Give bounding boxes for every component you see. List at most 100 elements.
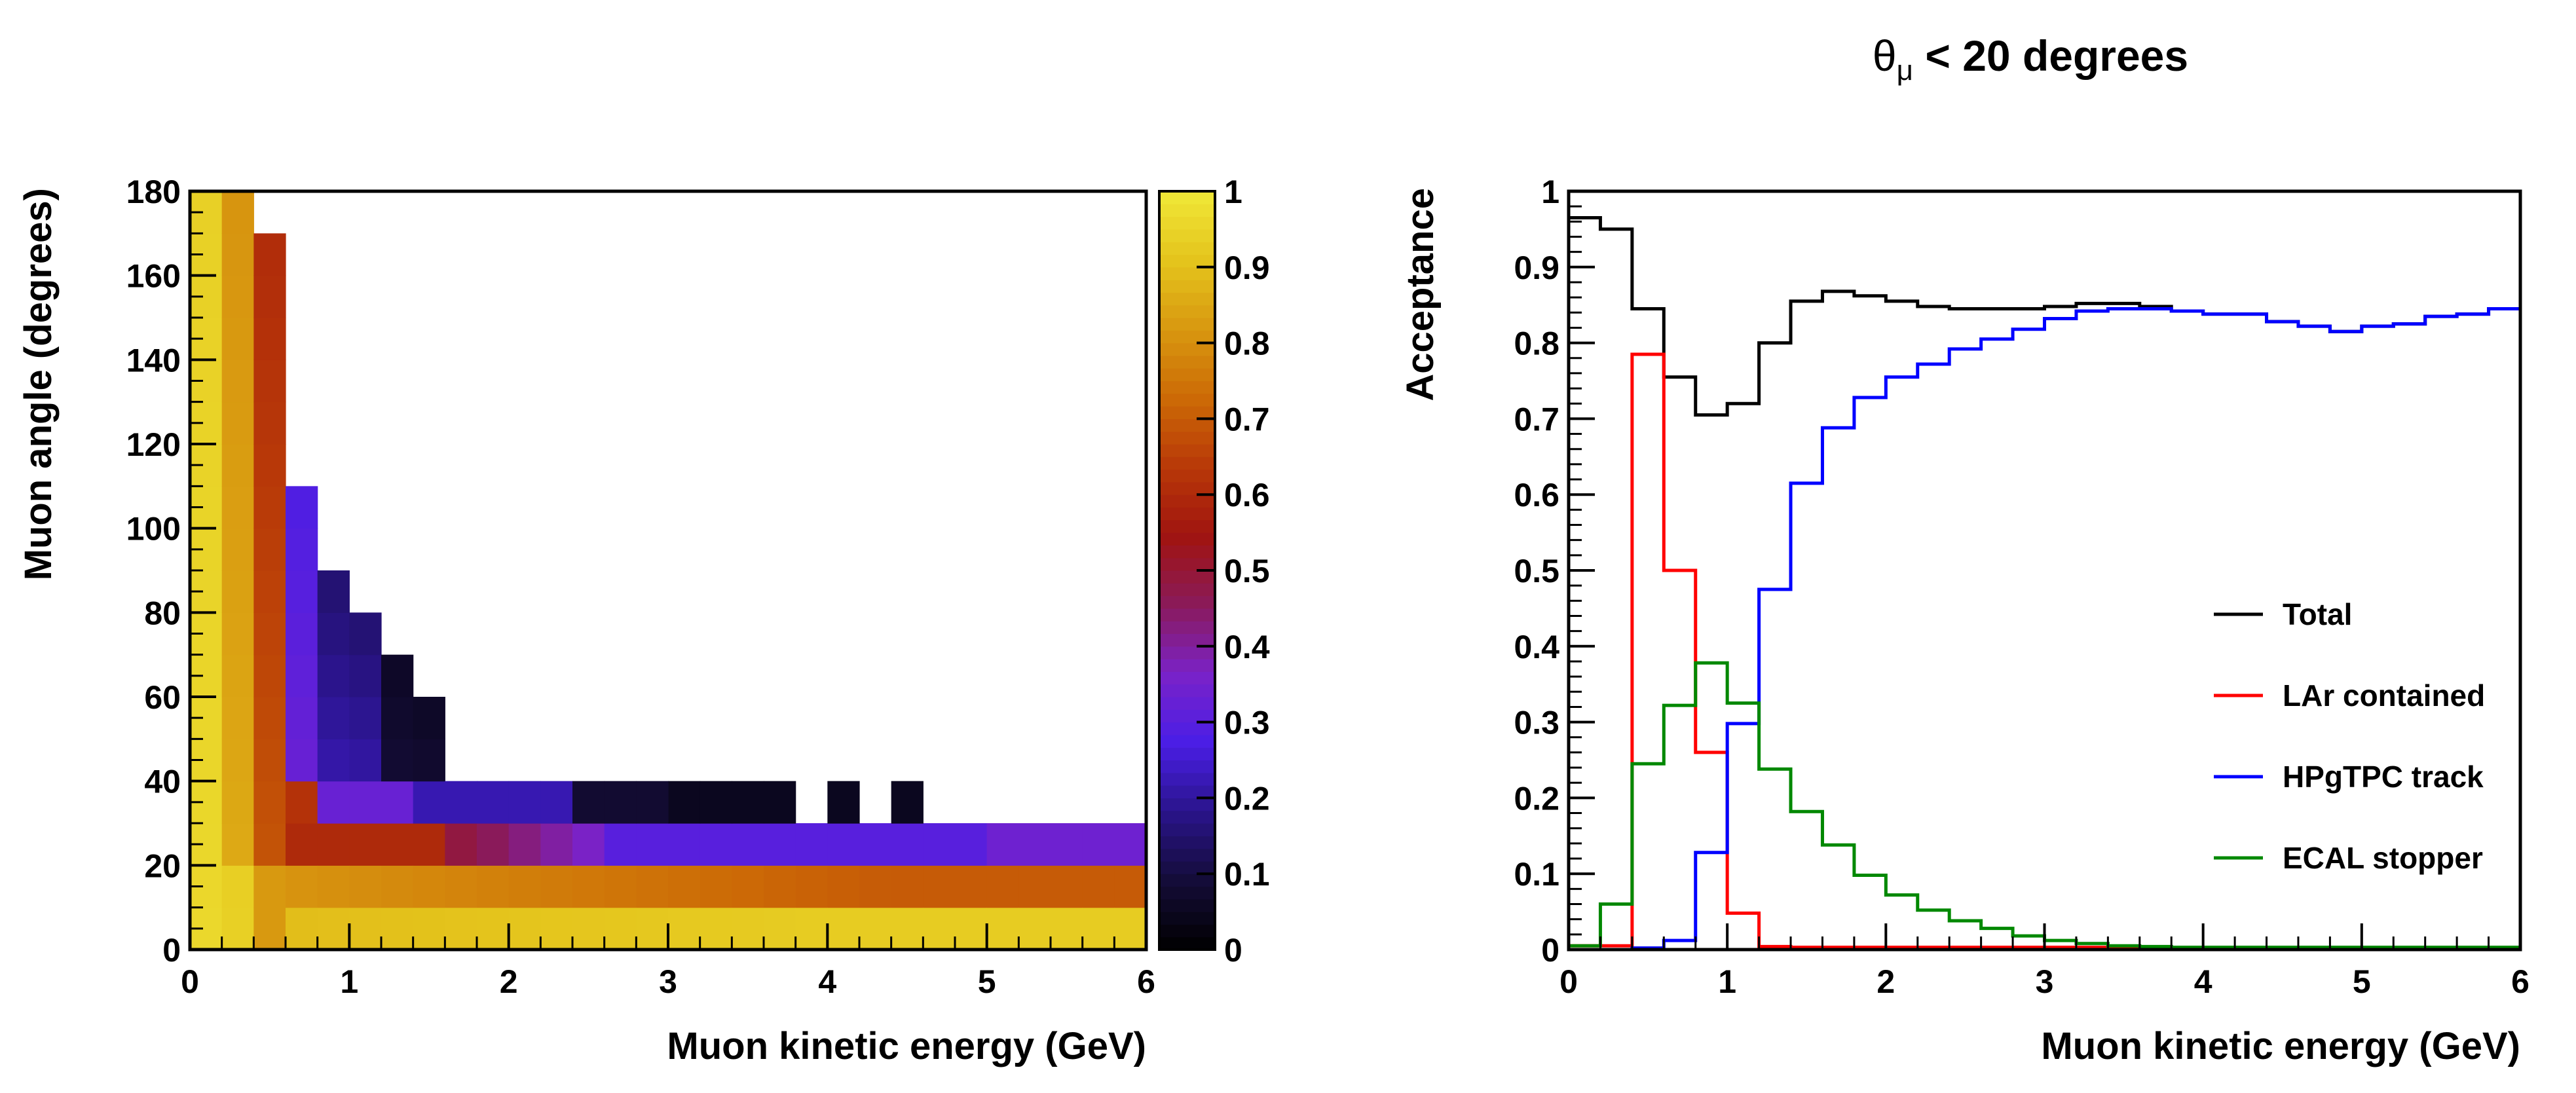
heatmap-cell (668, 781, 701, 824)
y-tick-label: 0 (162, 932, 181, 969)
heatmap-cell (286, 781, 318, 824)
heatmap-cell (253, 654, 286, 697)
heatmap-cell (253, 612, 286, 656)
heatmap-cell (253, 697, 286, 739)
heatmap-y-ticks: 0 20 40 60 80 100 120 140 160 180 (126, 174, 216, 969)
heatmap-cell (413, 907, 445, 950)
heatmap-cell (253, 570, 286, 613)
heatmap-cells (190, 191, 1147, 950)
y-tick-label: 0.6 (1514, 477, 1559, 513)
x-tick-label: 1 (1718, 963, 1736, 1000)
heatmap-cell (508, 865, 541, 908)
heatmap-cell (732, 865, 764, 908)
colorbar-step (1159, 393, 1215, 407)
heatmap-cell (540, 781, 573, 824)
acceptance-legend: Total LAr contained HPgTPC track ECAL stopp… (2214, 597, 2485, 875)
colorbar-step (1159, 431, 1215, 445)
heatmap-cell (253, 233, 286, 276)
y-tick-label: 0.1 (1514, 856, 1559, 893)
colorbar-tick-label: 0.6 (1224, 477, 1270, 513)
colorbar-step (1159, 242, 1215, 255)
colorbar-step (1159, 810, 1215, 824)
title-rest: < 20 degrees (1913, 31, 2188, 80)
heatmap-cell (764, 781, 796, 824)
heatmap-cell (668, 823, 701, 866)
colorbar-step (1159, 785, 1215, 798)
heatmap-cell (349, 739, 382, 782)
heatmap-cell (445, 823, 477, 866)
heatmap-cell (317, 781, 350, 824)
heatmap-cell (859, 907, 892, 950)
colorbar-step (1159, 267, 1215, 280)
heatmap-cell (508, 907, 541, 950)
heatmap-cell (317, 612, 350, 656)
heatmap-cell (636, 823, 669, 866)
x-tick-label: 6 (2511, 963, 2529, 1000)
colorbar-step (1159, 608, 1215, 621)
y-tick-label: 0.3 (1514, 705, 1559, 741)
colorbar-tick-label: 0.1 (1224, 856, 1270, 893)
x-tick-label: 2 (500, 963, 518, 1000)
colorbar-tick-label: 0.5 (1224, 553, 1270, 589)
heatmap-cell (221, 697, 254, 739)
heatmap-cell (891, 865, 924, 908)
y-tick-label: 0.5 (1514, 553, 1559, 589)
y-tick-label: 0.8 (1514, 325, 1559, 362)
colorbar-step (1159, 343, 1215, 356)
heatmap-cell (859, 823, 892, 866)
heatmap-cell (253, 486, 286, 529)
heatmap-cell (381, 865, 414, 908)
heatmap-cell (636, 907, 669, 950)
heatmap-cell (604, 781, 637, 824)
colorbar-step (1159, 924, 1215, 938)
heatmap-cell (413, 781, 445, 824)
legend-label: ECAL stopper (2283, 841, 2483, 875)
heatmap-cell (923, 907, 956, 950)
acceptance-y-ticks: 0 0.1 0.2 0.3 0.4 0.5 0.6 0.7 0.8 0.9 1 (1514, 174, 1595, 969)
y-tick-label: 180 (126, 174, 181, 210)
acceptance-panel: θμ < 20 degrees 0 1 2 3 4 5 6 0 0.1 0.2 0.3 0.4 0.5… (1399, 31, 2529, 1067)
colorbar-step (1159, 545, 1215, 559)
colorbar-step (1159, 886, 1215, 900)
heatmap-cell (221, 191, 254, 234)
heatmap-cell (636, 781, 669, 824)
heatmap-cell (827, 865, 860, 908)
heatmap-cell (1114, 907, 1147, 950)
legend-label: Total (2283, 597, 2352, 631)
heatmap-cell (221, 318, 254, 360)
heatmap-x-ticks: 0 1 2 3 4 5 6 (181, 923, 1155, 1000)
heatmap-cell (413, 823, 445, 866)
heatmap-cell (253, 739, 286, 782)
colorbar-step (1159, 936, 1215, 950)
y-tick-label: 0.7 (1514, 401, 1559, 437)
y-tick-label: 140 (126, 342, 181, 379)
heatmap-cell (221, 444, 254, 487)
heatmap-x-axis-label: Muon kinetic energy (GeV) (667, 1025, 1146, 1067)
heatmap-y-axis-label: Muon angle (degrees) (17, 188, 60, 580)
colorbar-step (1159, 216, 1215, 230)
heatmap-cell (477, 865, 510, 908)
colorbar-step (1159, 532, 1215, 546)
y-tick-label: 20 (144, 847, 181, 884)
heatmap-cell (604, 907, 637, 950)
heatmap-cell (986, 823, 1019, 866)
heatmap-cell (1018, 907, 1051, 950)
heatmap-cell (221, 570, 254, 613)
heatmap-cell (221, 823, 254, 866)
colorbar-step (1159, 898, 1215, 912)
colorbar-step (1159, 418, 1215, 432)
heatmap-cell (508, 823, 541, 866)
heatmap-cell (1114, 823, 1147, 866)
y-tick-label: 0.2 (1514, 780, 1559, 817)
colorbar-tick-label: 0.9 (1224, 250, 1270, 286)
colorbar-step (1159, 798, 1215, 811)
colorbar-step (1159, 456, 1215, 470)
heatmap-cell (286, 697, 318, 739)
heatmap-cell (445, 907, 477, 950)
x-tick-label: 3 (659, 963, 677, 1000)
colorbar-step (1159, 557, 1215, 571)
colorbar-step (1159, 507, 1215, 521)
colorbar-step (1159, 583, 1215, 597)
title-theta: θ (1873, 31, 1897, 80)
